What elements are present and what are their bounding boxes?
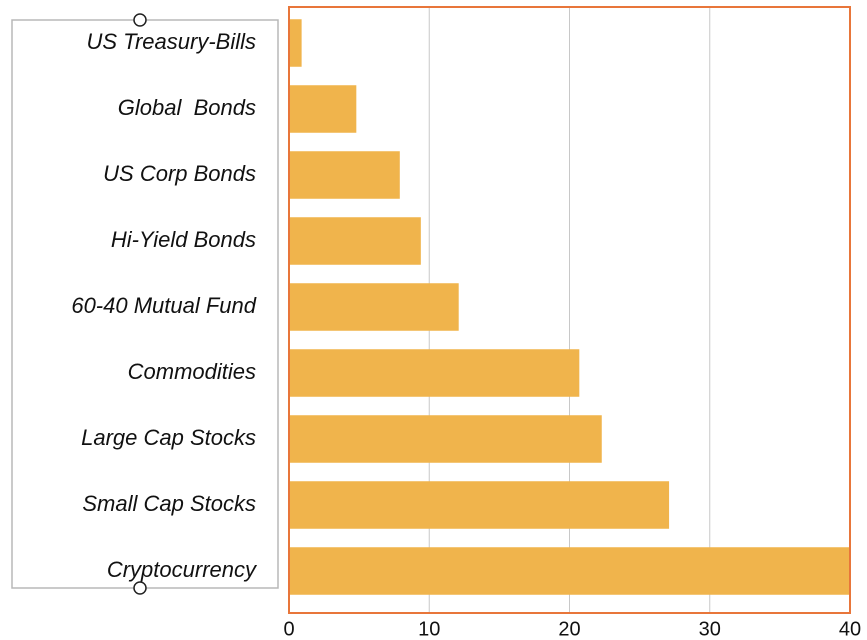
y-tick-label: US Treasury-Bills [86, 29, 256, 54]
y-tick-label: Hi-Yield Bonds [111, 227, 256, 252]
y-tick-label: Cryptocurrency [107, 557, 258, 582]
y-tick-label: Small Cap Stocks [82, 491, 256, 516]
y-tick-label: Large Cap Stocks [81, 425, 256, 450]
x-tick-label: 10 [418, 618, 440, 640]
plot-border [288, 6, 851, 614]
y-tick-label: US Corp Bonds [103, 161, 256, 186]
bar [289, 349, 580, 397]
bar [289, 547, 850, 595]
y-tick-label: Commodities [128, 359, 256, 384]
bar [289, 415, 602, 463]
handle [133, 581, 147, 595]
bar [289, 19, 302, 67]
bar [289, 217, 421, 265]
y-tick-label: Global Bonds [118, 95, 256, 120]
x-tick-label: 30 [699, 618, 721, 640]
x-tick-label: 40 [839, 618, 861, 640]
bars [289, 19, 850, 595]
bar [289, 151, 400, 199]
bar [289, 481, 670, 529]
handle [133, 13, 147, 27]
x-tick-label: 0 [283, 618, 294, 640]
x-tick-label: 20 [558, 618, 580, 640]
y-tick-label: 60-40 Mutual Fund [71, 293, 256, 318]
bar [289, 283, 459, 331]
bar [289, 85, 357, 133]
